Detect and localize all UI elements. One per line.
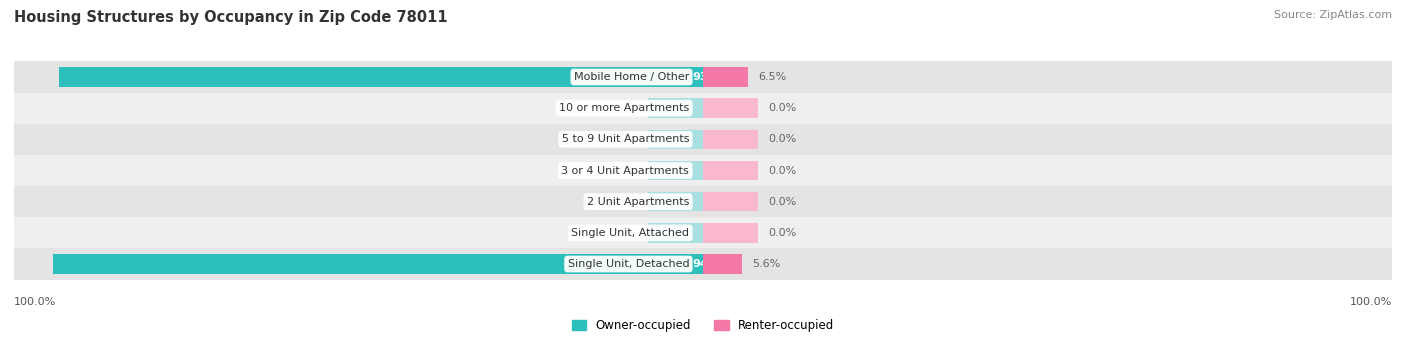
Bar	[703, 186, 1392, 217]
Bar	[703, 249, 1392, 280]
Bar	[648, 99, 703, 118]
Bar	[14, 249, 703, 280]
Text: 0.0%: 0.0%	[769, 134, 797, 144]
Bar	[648, 192, 703, 211]
Text: 0.0%: 0.0%	[769, 197, 797, 207]
Text: 10 or more Apartments: 10 or more Apartments	[560, 103, 689, 113]
Bar	[703, 161, 758, 180]
Bar	[703, 61, 1392, 92]
Bar	[703, 124, 1392, 155]
Legend: Owner-occupied, Renter-occupied: Owner-occupied, Renter-occupied	[572, 319, 834, 332]
Text: Single Unit, Detached: Single Unit, Detached	[568, 259, 689, 269]
Text: 0.0%: 0.0%	[609, 165, 637, 176]
Bar	[14, 61, 703, 92]
Bar	[703, 67, 748, 87]
Bar	[703, 155, 1392, 186]
Bar	[14, 92, 703, 124]
Text: 6.5%: 6.5%	[758, 72, 786, 82]
Bar	[703, 192, 758, 211]
Text: 0.0%: 0.0%	[609, 134, 637, 144]
Text: 0.0%: 0.0%	[769, 165, 797, 176]
Bar	[703, 92, 1392, 124]
Bar	[14, 155, 703, 186]
Text: 0.0%: 0.0%	[609, 197, 637, 207]
Text: 0.0%: 0.0%	[609, 228, 637, 238]
Bar	[59, 67, 703, 87]
Text: 100.0%: 100.0%	[14, 297, 56, 307]
Text: 3 or 4 Unit Apartments: 3 or 4 Unit Apartments	[561, 165, 689, 176]
Text: 0.0%: 0.0%	[769, 103, 797, 113]
Text: Single Unit, Attached: Single Unit, Attached	[571, 228, 689, 238]
Text: 5.6%: 5.6%	[752, 259, 780, 269]
Bar	[52, 254, 703, 274]
Bar	[14, 124, 703, 155]
Bar	[703, 254, 741, 274]
Text: 100.0%: 100.0%	[1350, 297, 1392, 307]
Text: Source: ZipAtlas.com: Source: ZipAtlas.com	[1274, 10, 1392, 20]
Bar	[648, 161, 703, 180]
Text: 5 to 9 Unit Apartments: 5 to 9 Unit Apartments	[562, 134, 689, 144]
Bar	[703, 223, 758, 242]
Bar	[703, 130, 758, 149]
Text: 0.0%: 0.0%	[769, 228, 797, 238]
Bar	[14, 186, 703, 217]
Text: 0.0%: 0.0%	[609, 103, 637, 113]
Bar	[703, 99, 758, 118]
Bar	[648, 130, 703, 149]
Text: 94.4%: 94.4%	[693, 259, 731, 269]
Text: 2 Unit Apartments: 2 Unit Apartments	[586, 197, 689, 207]
Text: 93.5%: 93.5%	[693, 72, 731, 82]
Bar	[703, 217, 1392, 249]
Text: Mobile Home / Other: Mobile Home / Other	[574, 72, 689, 82]
Text: Housing Structures by Occupancy in Zip Code 78011: Housing Structures by Occupancy in Zip C…	[14, 10, 447, 25]
Bar	[648, 223, 703, 242]
Bar	[14, 217, 703, 249]
